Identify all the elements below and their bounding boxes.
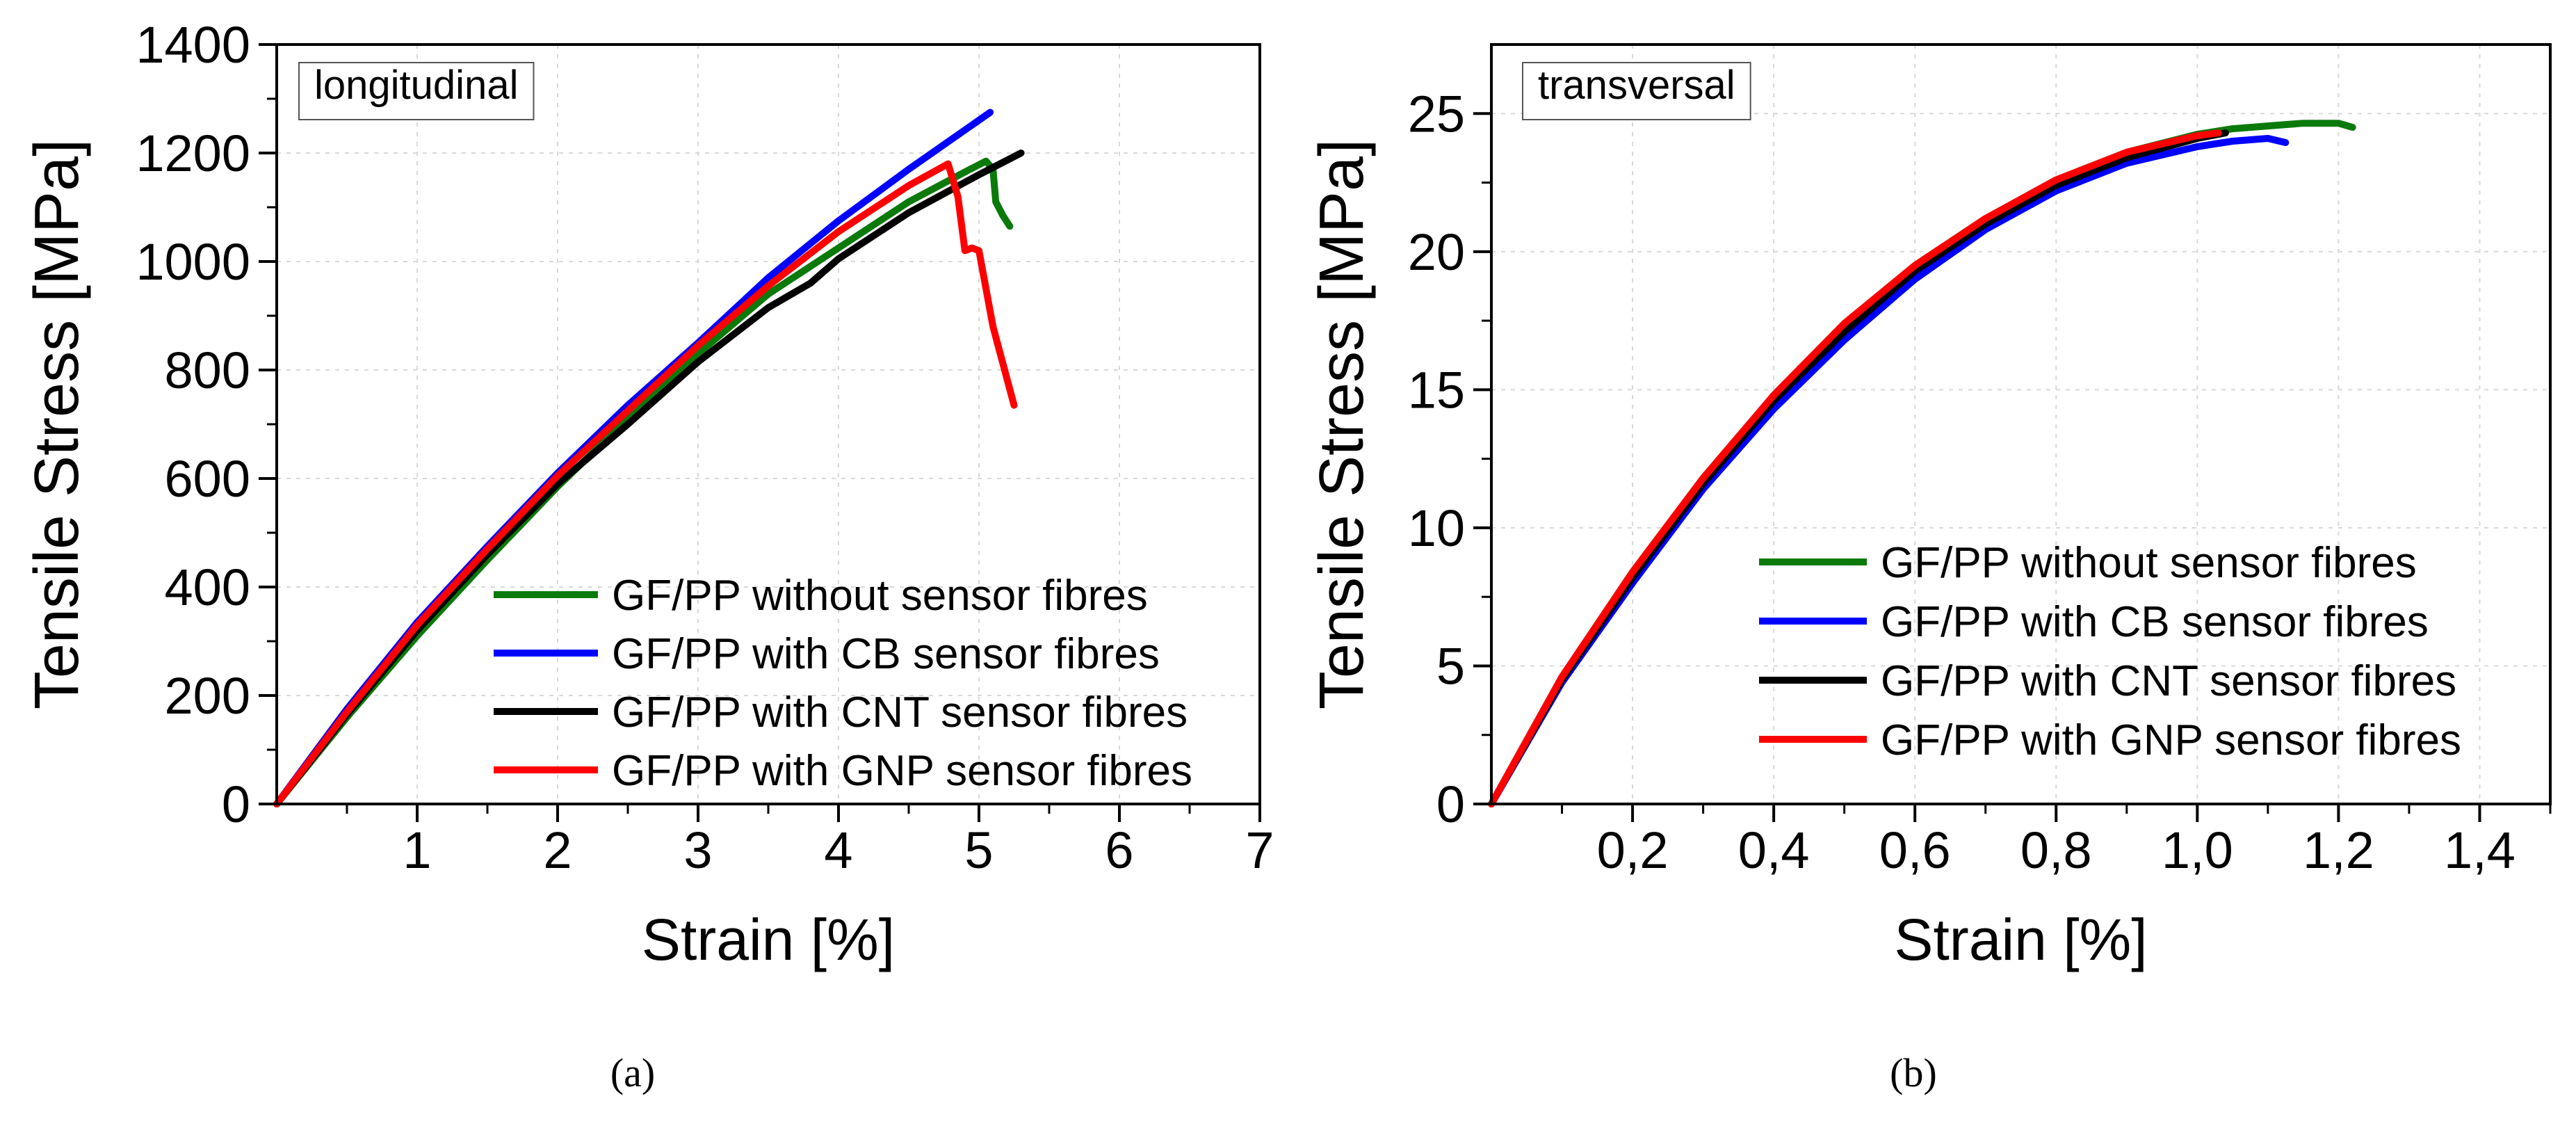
panel-title-box-b [1522, 62, 1751, 120]
panel-title-box-a [298, 62, 535, 120]
y-tick-label-a-0: 0 [222, 775, 250, 833]
x-tick-label-a-3: 4 [824, 821, 852, 879]
panel-title-b: transversal [1538, 63, 1735, 108]
legend-label-b-3: GF/PP with GNP sensor fibres [1881, 716, 2461, 764]
y-tick-label-a-5: 1000 [136, 233, 250, 291]
y-tick-label-b-0: 0 [1436, 775, 1465, 833]
x-tick-label-b-0: 0,2 [1597, 821, 1669, 879]
series-line-a-0 [273, 157, 1014, 807]
y-axis-label-b: Tensile Stress [MPa] [1307, 139, 1377, 709]
chart-panel-a: 1 2 3 4 5 6 7 0 200 400 600 800 1000 1200 1400 Strain [… [22, 16, 1274, 972]
caption-b: (b) [1890, 1050, 1937, 1095]
y-tick-label-b-2: 10 [1408, 499, 1465, 557]
x-tick-label-b-4: 1,0 [2162, 821, 2233, 879]
y-tick-label-b-5: 25 [1408, 85, 1465, 143]
legend-label-a-0: GF/PP without sensor fibres [612, 572, 1148, 620]
x-tick-label-a-2: 3 [683, 821, 712, 879]
chart-panel-b: 0,2 0,4 0,6 0,8 1,0 1,2 1,4 0 5 10 15 20 25 Strain [%… [1307, 43, 2552, 972]
y-tick-label-a-4: 800 [165, 341, 250, 399]
x-tick-label-a-4: 5 [964, 821, 993, 879]
y-axis-label-a: Tensile Stress [MPa] [22, 139, 92, 709]
x-tick-label-b-1: 0,4 [1738, 821, 1810, 879]
x-tick-label-a-1: 2 [543, 821, 572, 879]
legend-label-b-2: GF/PP with CNT sensor fibres [1881, 657, 2456, 705]
panel-title-a: longitudinal [314, 63, 518, 108]
x-tick-label-b-6: 1,4 [2444, 821, 2516, 879]
legend-label-b-0: GF/PP without sensor fibres [1881, 539, 2417, 587]
y-tick-label-a-6: 1200 [136, 124, 250, 182]
x-axis-label-a: Strain [%] [642, 907, 895, 972]
y-tick-label-b-3: 15 [1408, 361, 1465, 419]
x-tick-label-a-0: 1 [403, 821, 431, 879]
series-line-b-3 [1488, 129, 2222, 807]
caption-a: (a) [610, 1050, 655, 1095]
legend-label-a-2: GF/PP with CNT sensor fibres [612, 689, 1188, 737]
y-tick-label-b-4: 20 [1408, 223, 1465, 281]
y-tick-label-a-3: 600 [165, 450, 250, 508]
x-axis-label-b: Strain [%] [1894, 907, 2147, 972]
x-tick-label-b-2: 0,6 [1879, 821, 1951, 879]
y-tick-label-a-2: 400 [165, 558, 250, 616]
legend-label-b-1: GF/PP with CB sensor fibres [1881, 598, 2429, 646]
x-tick-label-b-5: 1,2 [2303, 821, 2374, 879]
y-tick-label-a-1: 200 [165, 667, 250, 725]
x-tick-label-a-6: 7 [1245, 821, 1274, 879]
x-tick-label-a-5: 6 [1105, 821, 1133, 879]
y-tick-label-b-1: 5 [1436, 637, 1465, 695]
x-tick-label-b-3: 0,8 [2020, 821, 2092, 879]
legend-label-a-3: GF/PP with GNP sensor fibres [612, 747, 1192, 795]
legend-label-a-1: GF/PP with CB sensor fibres [612, 630, 1160, 678]
plot-frame-b [1490, 43, 2552, 805]
series-line-a-3 [273, 160, 1018, 807]
y-tick-label-a-7: 1400 [136, 16, 250, 74]
